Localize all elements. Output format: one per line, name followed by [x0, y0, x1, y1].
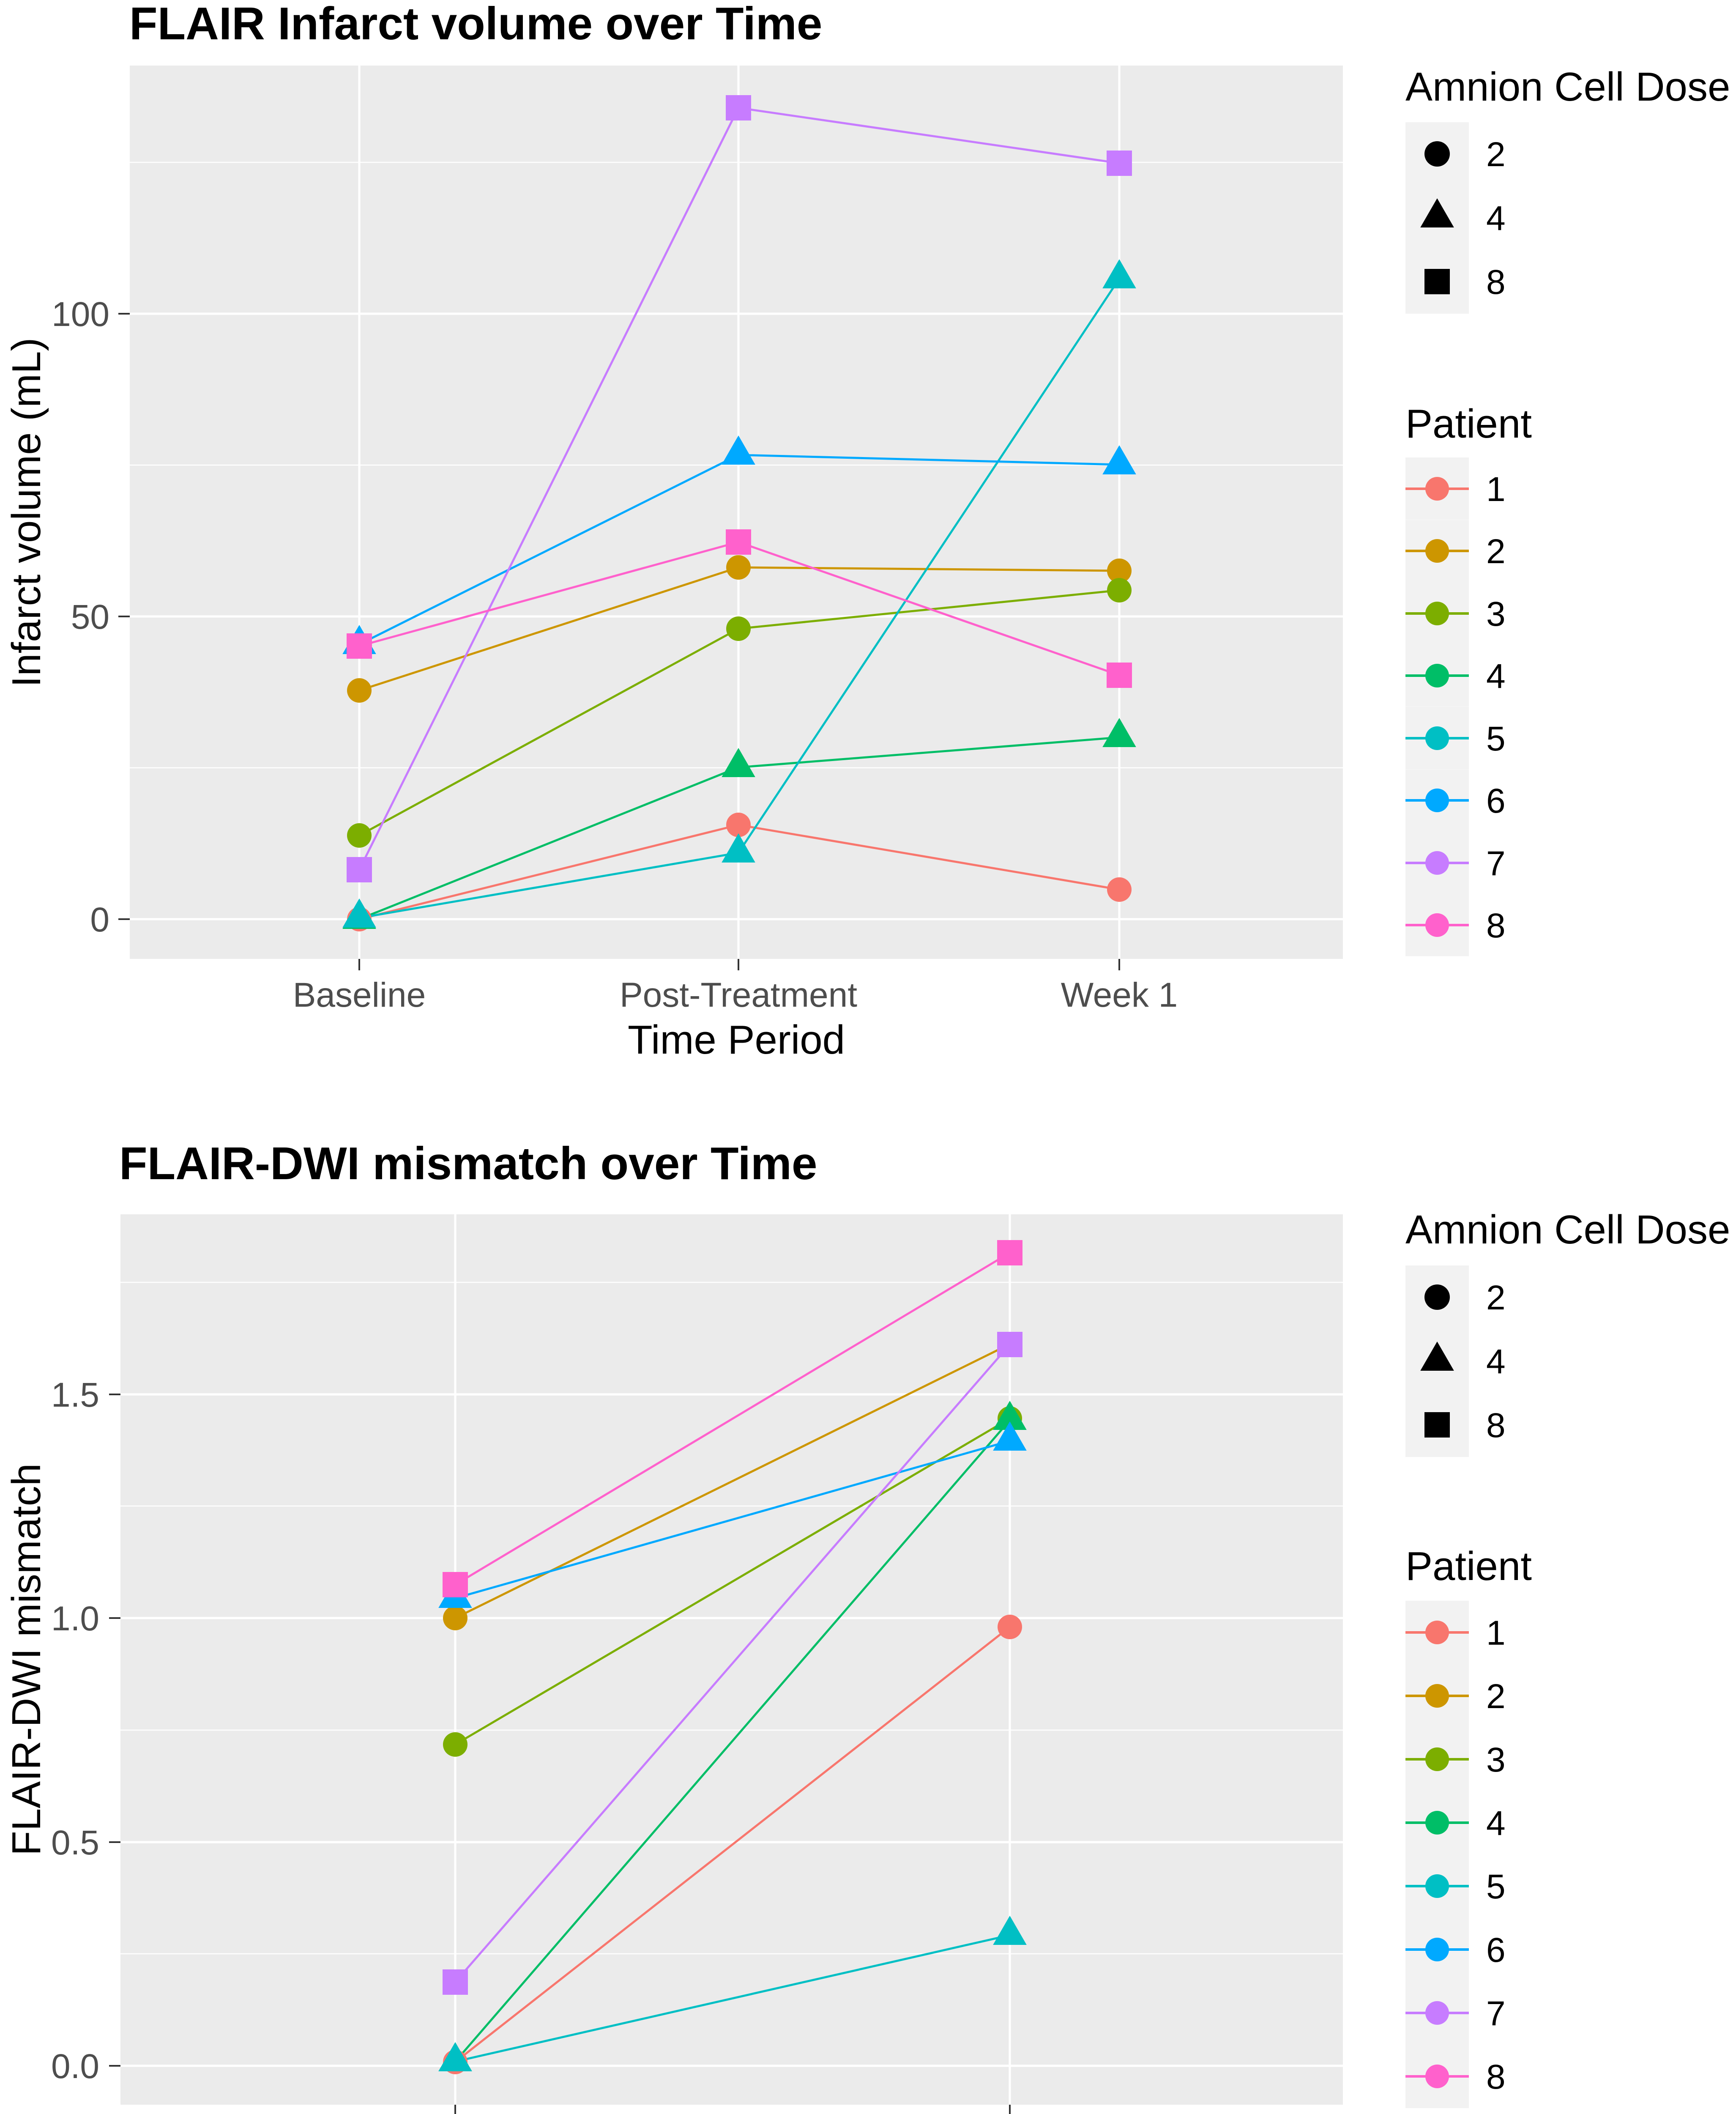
svg-text:7: 7 — [1486, 844, 1506, 883]
svg-text:0.5: 0.5 — [51, 1824, 99, 1862]
svg-text:Patient: Patient — [1405, 401, 1532, 446]
svg-text:8: 8 — [1486, 2058, 1506, 2096]
svg-text:1: 1 — [1486, 1614, 1506, 1652]
svg-text:3: 3 — [1486, 595, 1506, 633]
svg-text:6: 6 — [1486, 1931, 1506, 1969]
svg-text:Week 1: Week 1 — [1061, 976, 1178, 1014]
svg-text:7: 7 — [1486, 1994, 1506, 2033]
svg-text:1.5: 1.5 — [51, 1376, 99, 1414]
svg-text:5: 5 — [1486, 1868, 1506, 1906]
svg-text:4: 4 — [1486, 1804, 1506, 1843]
svg-text:1: 1 — [1486, 470, 1506, 509]
svg-text:2: 2 — [1486, 1279, 1506, 1317]
svg-text:6: 6 — [1486, 782, 1506, 820]
svg-text:8: 8 — [1486, 1406, 1506, 1445]
svg-text:4: 4 — [1486, 657, 1506, 696]
svg-text:Infarct volume (mL): Infarct volume (mL) — [4, 338, 49, 687]
svg-text:4: 4 — [1486, 1342, 1506, 1381]
svg-text:1.0: 1.0 — [51, 1599, 99, 1638]
svg-text:2: 2 — [1486, 1677, 1506, 1716]
svg-text:0: 0 — [90, 901, 109, 939]
svg-text:Amnion Cell Dose: Amnion Cell Dose — [1405, 1207, 1730, 1252]
svg-text:4: 4 — [1486, 199, 1506, 238]
svg-text:0.0: 0.0 — [51, 2047, 99, 2086]
svg-text:Patient: Patient — [1405, 1544, 1532, 1589]
svg-text:FLAIR Infarct volume over Time: FLAIR Infarct volume over Time — [129, 0, 822, 49]
svg-text:FLAIR-DWI mismatch over Time: FLAIR-DWI mismatch over Time — [119, 1138, 817, 1189]
svg-text:3: 3 — [1486, 1741, 1506, 1779]
svg-text:Baseline: Baseline — [293, 976, 426, 1014]
svg-text:Amnion Cell Dose: Amnion Cell Dose — [1405, 64, 1730, 110]
svg-text:Post-Treatment: Post-Treatment — [620, 976, 857, 1014]
svg-text:2: 2 — [1486, 532, 1506, 571]
svg-text:8: 8 — [1486, 263, 1506, 301]
svg-text:50: 50 — [71, 598, 109, 636]
svg-text:2: 2 — [1486, 135, 1506, 174]
svg-text:FLAIR-DWI mismatch: FLAIR-DWI mismatch — [4, 1463, 49, 1856]
svg-text:Time Period: Time Period — [628, 1017, 845, 1062]
svg-text:5: 5 — [1486, 720, 1506, 758]
svg-text:8: 8 — [1486, 906, 1506, 945]
svg-text:100: 100 — [52, 295, 109, 334]
